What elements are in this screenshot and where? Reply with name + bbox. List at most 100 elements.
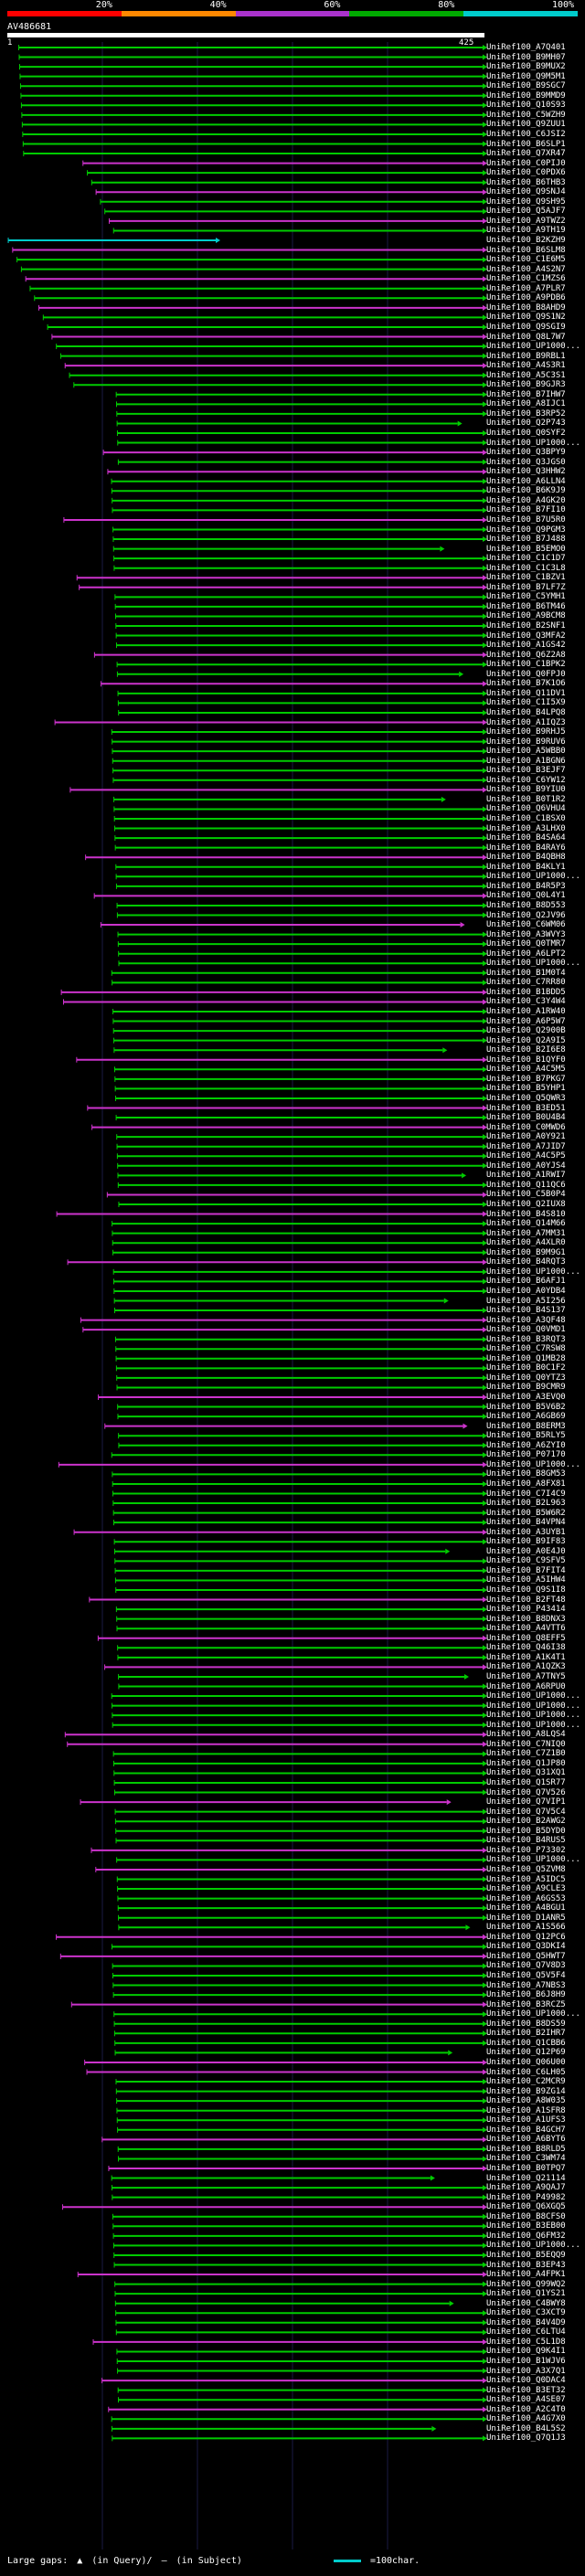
hit-label[interactable]: UniRef100_B7K1O6	[486, 679, 566, 689]
hit-label[interactable]: UniRef100_B9ZG14	[486, 2086, 566, 2096]
hit-label[interactable]: UniRef100_A7NBS3	[486, 1980, 566, 1990]
hit-label[interactable]: UniRef100_A0Y921	[486, 1132, 566, 1142]
hit-label[interactable]: UniRef100_UP1000...	[486, 438, 580, 448]
hit-label[interactable]: UniRef100_B6TM46	[486, 601, 566, 611]
hit-label[interactable]: UniRef100_A6BYT6	[486, 2135, 566, 2145]
hit-label[interactable]: UniRef100_A1S566	[486, 1923, 566, 1933]
hit-label[interactable]: UniRef100_A9CLE3	[486, 1884, 566, 1894]
hit-label[interactable]: UniRef100_B8D553	[486, 900, 566, 910]
hit-label[interactable]: UniRef100_Q06U00	[486, 2057, 566, 2067]
hit-label[interactable]: UniRef100_B8ERM3	[486, 1421, 566, 1431]
hit-label[interactable]: UniRef100_B1M0T4	[486, 968, 566, 978]
hit-label[interactable]: UniRef100_A7JID7	[486, 1141, 566, 1151]
hit-label[interactable]: UniRef100_A6GB69	[486, 1412, 566, 1422]
hit-label[interactable]: UniRef100_B5W6R2	[486, 1508, 566, 1518]
hit-label[interactable]: UniRef100_A9TWZ2	[486, 216, 566, 226]
hit-label[interactable]: UniRef100_B6SLM8	[486, 245, 566, 255]
hit-label[interactable]: UniRef100_B0C1F2	[486, 1363, 566, 1373]
hit-label[interactable]: UniRef100_A7TNY5	[486, 1671, 566, 1681]
hit-label[interactable]: UniRef100_C1C1D7	[486, 554, 566, 564]
hit-label[interactable]: UniRef100_Q2JV96	[486, 910, 566, 920]
hit-label[interactable]: UniRef100_D1ANR5	[486, 1913, 566, 1923]
hit-label[interactable]: UniRef100_UP1000...	[486, 2241, 580, 2251]
hit-label[interactable]: UniRef100_B8DNX3	[486, 1614, 566, 1624]
hit-label[interactable]: UniRef100_Q12PC6	[486, 1932, 566, 1942]
hit-label[interactable]: UniRef100_C1MZS6	[486, 274, 566, 284]
hit-label[interactable]: UniRef100_B2KZH9	[486, 236, 566, 245]
hit-label[interactable]: UniRef100_B9M9G1	[486, 1247, 566, 1257]
hit-label[interactable]: UniRef100_B5V6B2	[486, 1402, 566, 1412]
hit-label[interactable]: UniRef100_B3RP52	[486, 408, 566, 419]
hit-label[interactable]: UniRef100_Q0SYF2	[486, 429, 566, 438]
hit-label[interactable]: UniRef100_B6J8H9	[486, 1990, 566, 2000]
hit-label[interactable]: UniRef100_B3EJF7	[486, 766, 566, 776]
hit-label[interactable]: UniRef100_Q5QWR3	[486, 1093, 566, 1103]
hit-label[interactable]: UniRef100_C1C3L8	[486, 563, 566, 573]
hit-label[interactable]: UniRef100_Q21114	[486, 2173, 566, 2183]
hit-label[interactable]: UniRef100_C7I4C9	[486, 1489, 566, 1499]
hit-label[interactable]: UniRef100_A4GK20	[486, 495, 566, 505]
hit-label[interactable]: UniRef100_A7PLR7	[486, 283, 566, 293]
hit-label[interactable]: UniRef100_A9BCM8	[486, 611, 566, 621]
hit-label[interactable]: UniRef100_Q8L7W7	[486, 332, 566, 342]
hit-label[interactable]: UniRef100_B9SGC7	[486, 81, 566, 91]
hit-label[interactable]: UniRef100_C2MCR9	[486, 2077, 566, 2087]
hit-label[interactable]: UniRef100_Q9S1N2	[486, 313, 566, 323]
hit-label[interactable]: UniRef100_B6AFJ1	[486, 1277, 566, 1287]
hit-label[interactable]: UniRef100_Q5HWT7	[486, 1951, 566, 1961]
hit-label[interactable]: UniRef100_B8GM53	[486, 1469, 566, 1479]
hit-label[interactable]: UniRef100_Q6FM32	[486, 2231, 566, 2241]
hit-label[interactable]: UniRef100_B4V4D9	[486, 2317, 566, 2327]
hit-label[interactable]: UniRef100_A6RPU0	[486, 1681, 566, 1691]
hit-label[interactable]: UniRef100_A4S2N7	[486, 264, 566, 274]
hit-label[interactable]: UniRef100_A1K4T1	[486, 1652, 566, 1662]
hit-label[interactable]: UniRef100_C5B0P4	[486, 1190, 566, 1200]
hit-label[interactable]: UniRef100_A4G7X0	[486, 2414, 566, 2424]
hit-label[interactable]: UniRef100_Q8EFF5	[486, 1633, 566, 1643]
hit-label[interactable]: UniRef100_A1SFR8	[486, 2105, 566, 2115]
hit-label[interactable]: UniRef100_B3RQT3	[486, 1334, 566, 1344]
hit-label[interactable]: UniRef100_Q0YTZ3	[486, 1373, 566, 1383]
hit-label[interactable]: UniRef100_Q6VHU4	[486, 804, 566, 814]
hit-label[interactable]: UniRef100_B4KLY1	[486, 862, 566, 872]
hit-label[interactable]: UniRef100_B1QYF0	[486, 1055, 566, 1065]
hit-label[interactable]: UniRef100_B3EB00	[486, 2221, 566, 2231]
hit-label[interactable]: UniRef100_C1BZV1	[486, 573, 566, 583]
hit-label[interactable]: UniRef100_Q6XGQ5	[486, 2202, 566, 2212]
hit-label[interactable]: UniRef100_C5L1D8	[486, 2337, 566, 2347]
hit-label[interactable]: UniRef100_B2L963	[486, 1499, 566, 1509]
hit-label[interactable]: UniRef100_B4S137	[486, 1306, 566, 1316]
hit-label[interactable]: UniRef100_B3EP43	[486, 2260, 566, 2270]
hit-label[interactable]: UniRef100_UP1000...	[486, 1459, 580, 1469]
hit-label[interactable]: UniRef100_A6GS53	[486, 1893, 566, 1903]
hit-label[interactable]: UniRef100_Q14M66	[486, 1219, 566, 1229]
hit-label[interactable]: UniRef100_B7FI10	[486, 505, 566, 515]
hit-label[interactable]: UniRef100_UP1000...	[486, 1267, 580, 1277]
hit-label[interactable]: UniRef100_C0PIJ0	[486, 158, 566, 168]
hit-label[interactable]: UniRef100_B9RUV6	[486, 737, 566, 747]
hit-label[interactable]: UniRef100_A9QAJ7	[486, 2183, 566, 2193]
hit-label[interactable]: UniRef100_Q3JGS0	[486, 457, 566, 467]
hit-label[interactable]: UniRef100_C1BPK2	[486, 660, 566, 670]
hit-label[interactable]: UniRef100_B9MH07	[486, 52, 566, 62]
hit-label[interactable]: UniRef100_B7PKG7	[486, 1074, 566, 1084]
hit-label[interactable]: UniRef100_C6YW12	[486, 775, 566, 785]
hit-label[interactable]: UniRef100_Q0FPJ0	[486, 669, 566, 679]
hit-label[interactable]: UniRef100_C6JSI2	[486, 129, 566, 139]
hit-label[interactable]: UniRef100_C3WM74	[486, 2154, 566, 2164]
hit-label[interactable]: UniRef100_Q3HHW2	[486, 467, 566, 477]
hit-label[interactable]: UniRef100_UP1000...	[486, 1855, 580, 1865]
hit-label[interactable]: UniRef100_Q2P743	[486, 419, 566, 429]
hit-label[interactable]: UniRef100_A1UFS3	[486, 2115, 566, 2125]
hit-label[interactable]: UniRef100_A5I256	[486, 1296, 566, 1306]
hit-label[interactable]: UniRef100_A4VTT6	[486, 1624, 566, 1634]
hit-label[interactable]: UniRef100_Q99WQ2	[486, 2279, 566, 2289]
hit-label[interactable]: UniRef100_A1GS42	[486, 641, 566, 651]
hit-label[interactable]: UniRef100_A4C5P5	[486, 1151, 566, 1161]
hit-label[interactable]: UniRef100_A4C5M5	[486, 1065, 566, 1075]
hit-label[interactable]: UniRef100_Q9SNJ4	[486, 187, 566, 197]
hit-label[interactable]: UniRef100_C7Z1B0	[486, 1749, 566, 1759]
hit-label[interactable]: UniRef100_Q1CBB6	[486, 2038, 566, 2048]
hit-label[interactable]: UniRef100_Q6Z2A8	[486, 650, 566, 660]
hit-label[interactable]: UniRef100_B7IHW7	[486, 389, 566, 399]
